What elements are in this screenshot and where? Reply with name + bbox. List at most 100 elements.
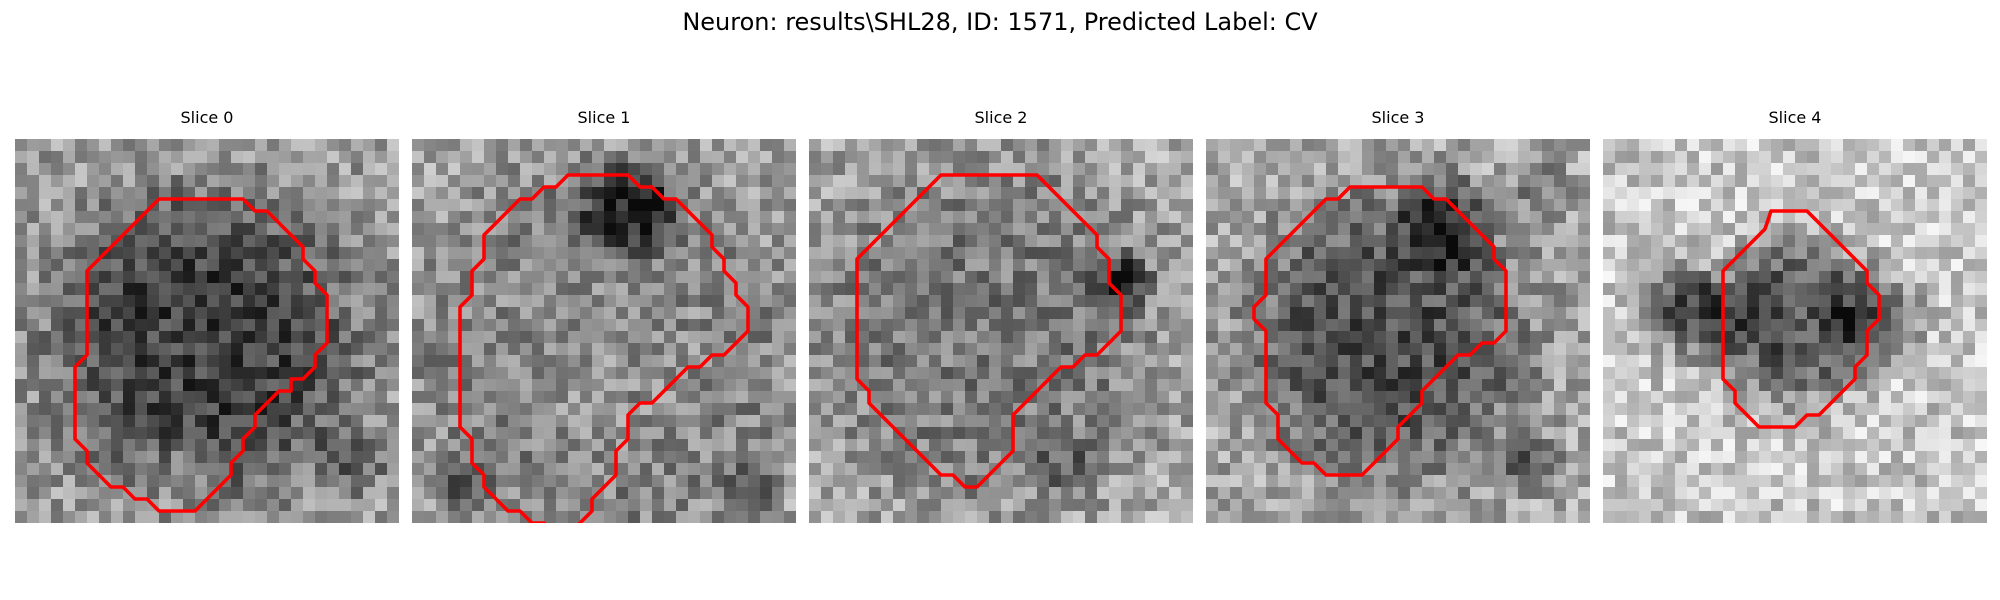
pixel [1639,367,1652,380]
pixel [917,163,930,176]
pixel [1061,415,1074,428]
pixel [688,343,701,356]
pixel [87,379,100,392]
pixel [1434,331,1447,344]
pixel [821,175,834,188]
pixel [544,187,557,200]
pixel [327,451,340,464]
pixel [833,499,846,512]
pixel [1422,175,1435,188]
pixel [1001,439,1014,452]
pixel [1783,319,1796,332]
pixel [893,355,906,368]
pixel [1603,415,1616,428]
pixel [784,199,796,212]
pixel [27,451,40,464]
pixel [772,355,785,368]
pixel [1145,343,1158,356]
pixel [520,451,533,464]
pixel [736,235,749,248]
pixel [1675,259,1688,272]
pixel [1542,499,1555,512]
pixel [15,259,28,272]
pixel [375,427,388,440]
pixel [1554,187,1567,200]
pixel [532,427,545,440]
pixel [279,259,292,272]
pixel [1566,211,1579,224]
pixel [1855,319,1868,332]
pixel [327,187,340,200]
pixel [1037,427,1050,440]
pixel [291,355,304,368]
pixel [700,163,713,176]
pixel [1975,415,1987,428]
pixel [448,355,461,368]
pixel [580,427,593,440]
pixel [1133,235,1146,248]
pixel [1530,355,1543,368]
pixel [1001,355,1014,368]
pixel [1699,439,1712,452]
pixel [965,439,978,452]
pixel [1927,151,1940,164]
pixel [1410,199,1423,212]
pixel [520,163,533,176]
pixel [592,223,605,236]
pixel [1518,451,1531,464]
pixel [1566,175,1579,188]
pixel [604,307,617,320]
pixel [857,235,870,248]
pixel [1675,463,1688,476]
pixel [472,247,485,260]
pixel [1398,259,1411,272]
pixel [387,391,399,404]
pixel [736,439,749,452]
pixel [1434,319,1447,332]
pixel [1603,439,1616,452]
pixel [1807,439,1820,452]
pixel [1410,511,1423,523]
pixel [857,499,870,512]
pixel [1037,163,1050,176]
pixel [1939,415,1952,428]
pixel [1362,199,1375,212]
pixel [51,511,64,523]
pixel [1615,391,1628,404]
pixel [833,319,846,332]
pixel [1326,283,1339,296]
pixel [1049,343,1062,356]
pixel [63,343,76,356]
pixel [917,235,930,248]
pixel [339,175,352,188]
pixel [424,403,437,416]
pixel [1542,355,1555,368]
pixel [1061,163,1074,176]
pixel [917,511,930,523]
pixel [821,511,834,523]
pixel [520,151,533,164]
pixel [1097,163,1110,176]
pixel [231,211,244,224]
pixel [15,439,28,452]
pixel [580,319,593,332]
pixel [496,439,509,452]
pixel [159,235,172,248]
pixel [339,259,352,272]
pixel [712,307,725,320]
pixel [881,259,894,272]
pixel [27,175,40,188]
pixel [1109,211,1122,224]
pixel [784,355,796,368]
pixel [1061,259,1074,272]
pixel [1326,415,1339,428]
slice-image-3 [1206,139,1590,523]
pixel [1879,211,1892,224]
pixel [195,187,208,200]
pixel [833,415,846,428]
pixel [183,187,196,200]
pixel [1446,487,1459,500]
pixel [1242,163,1255,176]
pixel [568,439,581,452]
pixel [568,391,581,404]
